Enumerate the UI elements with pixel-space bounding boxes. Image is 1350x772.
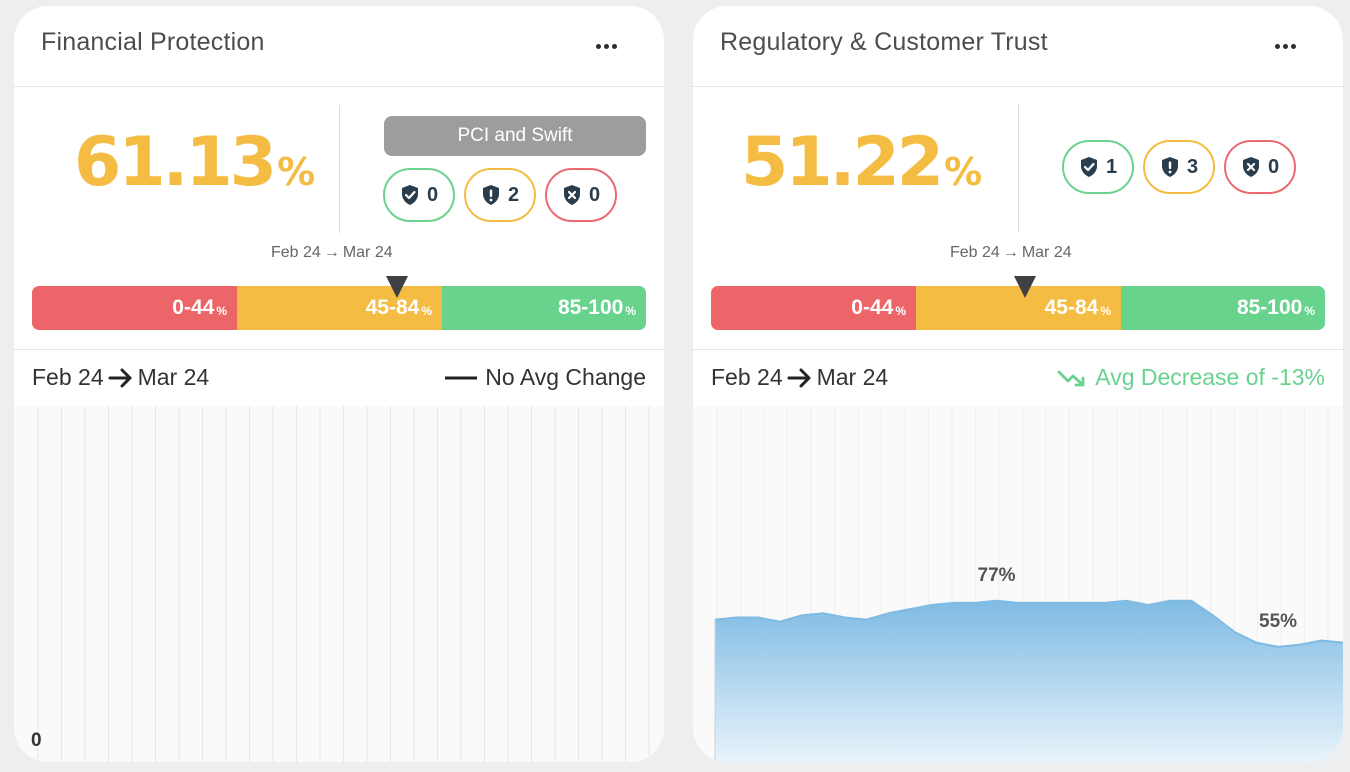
chart-zero-label: 0 bbox=[31, 730, 42, 751]
fail-count-pill[interactable]: 0 bbox=[545, 168, 617, 222]
trending-down-icon bbox=[1057, 370, 1085, 386]
trend-from: Feb 24 bbox=[32, 364, 104, 390]
chart-grid bbox=[37, 406, 650, 762]
data-label: 55% bbox=[1259, 611, 1297, 632]
warning-count-pill[interactable]: 2 bbox=[464, 168, 536, 222]
range-from: Feb 24 bbox=[950, 244, 1000, 261]
more-options-icon[interactable] bbox=[1275, 36, 1303, 56]
trend-status-text: Avg Decrease of -13% bbox=[1095, 364, 1325, 390]
trend-row: Feb 24 Mar 24 No Avg Change bbox=[14, 358, 664, 402]
range-caption: Feb 24 → Mar 24 bbox=[271, 244, 393, 262]
shield-alert-icon bbox=[482, 185, 499, 205]
trend-range: Feb 24 Mar 24 bbox=[32, 364, 209, 391]
shield-x-icon bbox=[563, 185, 580, 205]
scale-low-label: 0-44 bbox=[851, 296, 894, 319]
arrow-right-icon bbox=[787, 368, 811, 387]
arrow-right-icon: → bbox=[323, 244, 340, 261]
range-from: Feb 24 bbox=[271, 244, 321, 261]
pass-count-pill[interactable]: 1 bbox=[1062, 140, 1134, 194]
scale-mid-label: 45-84 bbox=[1044, 296, 1099, 319]
trend-chart: 77% 55% bbox=[693, 406, 1343, 762]
warning-count-pill[interactable]: 3 bbox=[1143, 140, 1215, 194]
scale-low-unit: % bbox=[216, 304, 227, 318]
score-unit: % bbox=[944, 150, 983, 194]
section-divider bbox=[14, 349, 664, 350]
shield-check-icon bbox=[1080, 157, 1097, 177]
trend-range: Feb 24 Mar 24 bbox=[711, 364, 888, 391]
trend-chart: 0 bbox=[14, 406, 664, 762]
range-caption: Feb 24 → Mar 24 bbox=[950, 244, 1072, 262]
dash-icon bbox=[445, 376, 478, 379]
score-marker bbox=[386, 276, 408, 298]
pass-count: 0 bbox=[426, 183, 439, 206]
shield-alert-icon bbox=[1161, 157, 1178, 177]
score-number: 51.22 bbox=[741, 123, 944, 202]
area-series-line bbox=[714, 599, 1343, 648]
fail-count-pill[interactable]: 0 bbox=[1224, 140, 1296, 194]
trend-to: Mar 24 bbox=[137, 364, 210, 390]
scale-low-label: 0-44 bbox=[172, 296, 215, 319]
warning-count: 2 bbox=[507, 183, 520, 206]
shield-x-icon bbox=[1242, 157, 1259, 177]
regulatory-customer-trust-card: Regulatory & Customer Trust 51.22% 1 3 0… bbox=[693, 6, 1343, 762]
range-to: Mar 24 bbox=[1021, 244, 1072, 261]
fail-count: 0 bbox=[588, 183, 601, 206]
control-group-label: PCI and Swift bbox=[384, 116, 646, 156]
scale-high-unit: % bbox=[1304, 304, 1315, 318]
card-header: Financial Protection bbox=[14, 6, 664, 87]
score-number: 61.13 bbox=[74, 123, 277, 202]
trend-status-text: No Avg Change bbox=[485, 364, 646, 390]
arrow-right-icon: → bbox=[1002, 244, 1019, 261]
more-options-icon[interactable] bbox=[596, 36, 624, 56]
financial-protection-card: Financial Protection 61.13% PCI and Swif… bbox=[14, 6, 664, 762]
score-unit: % bbox=[277, 150, 316, 194]
score-scale: 0-44% 45-84% 85-100% bbox=[711, 286, 1325, 330]
range-to: Mar 24 bbox=[342, 244, 393, 261]
score-marker bbox=[1014, 276, 1036, 298]
section-divider bbox=[693, 349, 1343, 350]
scale-segment-high: 85-100% bbox=[442, 286, 646, 330]
score-value: 61.13% bbox=[74, 123, 315, 202]
score-section: 51.22% 1 3 0 bbox=[693, 87, 1343, 247]
shield-check-icon bbox=[401, 185, 418, 205]
arrow-right-icon bbox=[108, 368, 132, 387]
fail-count: 0 bbox=[1267, 155, 1280, 178]
card-header: Regulatory & Customer Trust bbox=[693, 6, 1343, 87]
trend-to: Mar 24 bbox=[816, 364, 889, 390]
divider bbox=[339, 105, 340, 233]
area-chart: 77% 55% bbox=[714, 406, 1343, 762]
scale-mid-unit: % bbox=[421, 304, 432, 318]
scale-high-label: 85-100 bbox=[1236, 296, 1303, 319]
divider bbox=[1018, 105, 1019, 233]
trend-row: Feb 24 Mar 24 Avg Decrease of -13% bbox=[693, 358, 1343, 402]
scale-segment-high: 85-100% bbox=[1121, 286, 1325, 330]
scale-segment-low: 0-44% bbox=[32, 286, 237, 330]
score-value: 51.22% bbox=[741, 123, 982, 202]
pass-count-pill[interactable]: 0 bbox=[383, 168, 455, 222]
warning-count: 3 bbox=[1186, 155, 1199, 178]
trend-from: Feb 24 bbox=[711, 364, 783, 390]
trend-status: No Avg Change bbox=[445, 364, 646, 391]
card-title: Financial Protection bbox=[41, 28, 265, 56]
scale-segment-low: 0-44% bbox=[711, 286, 916, 330]
trend-status: Avg Decrease of -13% bbox=[1057, 364, 1325, 391]
score-section: 61.13% PCI and Swift 0 2 0 bbox=[14, 87, 664, 247]
area-series bbox=[715, 600, 1343, 762]
scale-mid-unit: % bbox=[1100, 304, 1111, 318]
scale-mid-label: 45-84 bbox=[365, 296, 420, 319]
scale-segment-mid: 45-84% bbox=[237, 286, 442, 330]
card-title: Regulatory & Customer Trust bbox=[720, 28, 1048, 56]
score-scale: 0-44% 45-84% 85-100% bbox=[32, 286, 646, 330]
scale-high-unit: % bbox=[625, 304, 636, 318]
pass-count: 1 bbox=[1105, 155, 1118, 178]
scale-high-label: 85-100 bbox=[557, 296, 624, 319]
data-label: 77% bbox=[978, 565, 1016, 586]
scale-low-unit: % bbox=[895, 304, 906, 318]
